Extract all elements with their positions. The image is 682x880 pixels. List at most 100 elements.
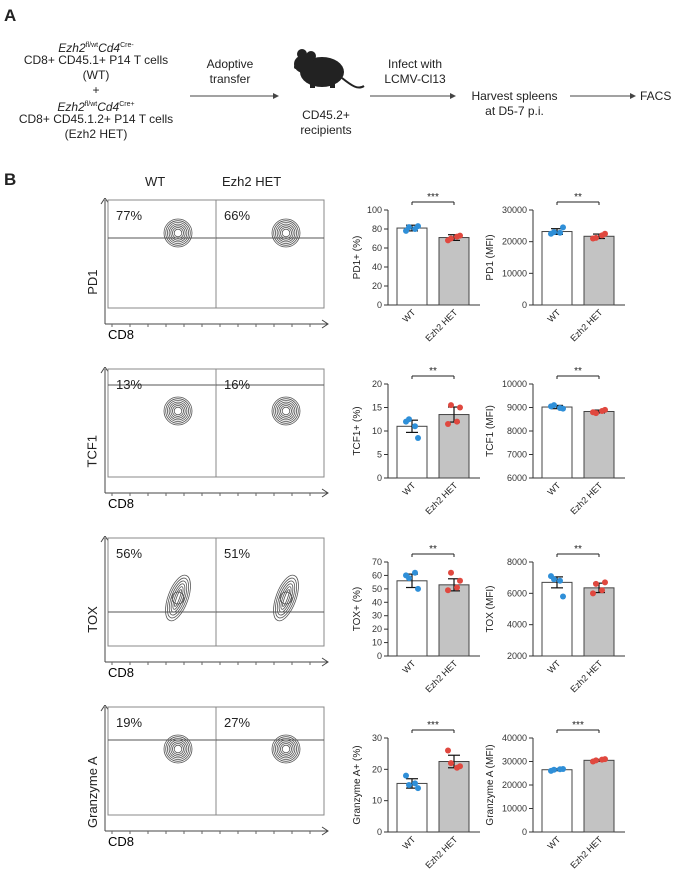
chart-ytick-label: 4000 [507,620,527,630]
data-point [454,418,460,425]
chart-ytick-label: 30 [372,733,382,743]
contour-ring [170,583,186,613]
chart-ylabel: PD1+ (%) [352,236,363,280]
contour-ring [281,744,291,754]
flow-axes-1: CD8 13% 16% [100,367,329,511]
chart-ytick-label: 0 [522,827,527,837]
flow-axes-3: CD8 19% 27% [100,705,329,849]
chart-ytick-label: 40 [372,597,382,607]
step1-line1: Adoptive [206,57,254,71]
contour-ring [281,406,291,416]
step4-facs: FACS [640,89,672,103]
contour-ring [271,734,301,764]
chart-ytick-label: 9000 [507,403,527,413]
flow-pct-1-wt: 13% [116,377,142,392]
contour-ring [172,586,184,610]
chart-category-label: Ezh2 HET [423,834,459,870]
data-point [557,766,563,773]
chart-ylabel: TCF1+ (%) [352,406,363,455]
contour-ring [174,589,182,607]
step2-line1: Infect with [387,57,443,71]
flow-pct-0-wt: 77% [116,208,142,223]
flow-xlabel-1: CD8 [108,496,134,511]
chart-ytick-label: 10000 [502,804,527,814]
flow-xlabel-3: CD8 [108,834,134,849]
chart-ytick-label: 30 [372,611,382,621]
chart-ylabel: PD1 (MFI) [485,234,496,280]
data-point [445,747,451,754]
contour-ring [279,591,293,605]
data-point [593,234,599,241]
contour-ring [168,580,188,616]
panel-b-letter: B [4,170,17,189]
sig-stars: ** [574,366,582,377]
sig-stars: *** [427,720,439,731]
bar-wt [396,782,428,833]
bar-wt [541,581,573,657]
data-point [593,757,599,764]
data-point [599,587,605,594]
contour-ring [166,221,189,245]
chart-category-label: WT [400,480,417,497]
data-point [560,224,566,231]
chart-ytick-label: 30000 [502,757,527,767]
col-head-het: Ezh2 HET [222,174,282,189]
contour-ring [163,734,193,764]
flow-pct-0-het: 66% [224,208,250,223]
chart-ytick-label: 0 [377,651,382,661]
flow-plot-1-wt [107,368,217,478]
data-point [602,579,608,586]
contour-ring [273,736,299,762]
data-point [403,772,409,779]
flow-plot-2-wt [107,537,217,647]
contour-ring [166,738,189,761]
contour-ring [173,228,183,238]
sig-stars: ** [429,544,437,555]
chart-ytick-label: 8000 [507,426,527,436]
chart-ytick-label: 100 [367,205,382,215]
contour-ring [282,589,290,607]
bar-wt [541,231,573,306]
wt-genotype: Ezh2fl/wtCd4Cre- [58,41,134,55]
chart-ytick-label: 10 [372,638,382,648]
contour-ring [278,225,294,241]
data-point [454,584,460,591]
flow-plot-0-wt [107,199,217,309]
contour-ring [273,398,299,424]
contour-ring [172,743,184,755]
contour-ring [280,405,292,417]
contour-ring [274,221,297,245]
flow-plot-0-het [215,199,325,309]
step2-line2: LCMV-Cl13 [384,72,446,86]
bar-het [438,414,470,479]
chart-ytick-label: 20 [372,764,382,774]
data-point [445,587,451,594]
chart-ytick-label: 40000 [502,733,527,743]
sig-stars: ** [574,544,582,555]
contour-ring [274,738,297,761]
data-point [593,580,599,587]
contour-ring [274,577,298,619]
flow-axes-0: CD8 77% 66% [100,198,329,342]
flow-plot-2-het [215,537,325,647]
data-point [406,575,412,582]
sig-stars: *** [427,192,439,203]
chart-category-label: Ezh2 HET [568,480,604,516]
chart-ytick-label: 10000 [502,379,527,389]
flow-pct-2-wt: 56% [116,546,142,561]
chart-ytick-label: 5 [377,450,382,460]
data-point [406,416,412,423]
chart-ytick-label: 0 [522,300,527,310]
data-point [412,226,418,232]
bar-het [583,587,615,657]
data-point [457,404,463,411]
bar-wt [541,769,573,833]
contour-ring [276,223,296,243]
data-point [557,229,563,236]
chart-ytick-label: 7000 [507,450,527,460]
chart-ytick-label: 2000 [507,651,527,661]
chart-ytick-label: 60 [372,570,382,580]
bar-het [583,410,615,479]
contour-ring [166,577,190,619]
